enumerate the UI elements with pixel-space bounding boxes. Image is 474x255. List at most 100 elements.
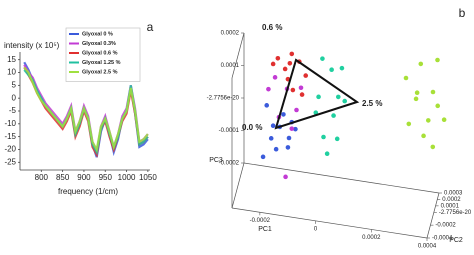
x-tick-label: 0 bbox=[314, 226, 318, 232]
y-tick-label: 0.0003 bbox=[444, 191, 463, 197]
point bbox=[320, 56, 325, 61]
z-tick-label: 0.0002 bbox=[221, 31, 240, 37]
point bbox=[289, 126, 295, 131]
point bbox=[266, 86, 271, 92]
point bbox=[289, 51, 295, 57]
point bbox=[290, 87, 296, 93]
point bbox=[316, 94, 321, 100]
point bbox=[283, 174, 288, 180]
z-tick-label: -0.0002 bbox=[219, 161, 240, 167]
y-tick-label: 5 bbox=[12, 80, 17, 89]
y-tick-label: 0.0001 bbox=[441, 203, 460, 209]
y-axis-label: PC2 bbox=[449, 237, 463, 244]
x-tick-label: 900 bbox=[77, 173, 91, 182]
point bbox=[430, 144, 436, 150]
point bbox=[270, 61, 276, 67]
point bbox=[406, 121, 412, 127]
y-tick-label: -15 bbox=[4, 132, 16, 141]
point bbox=[441, 117, 447, 123]
floor-edge bbox=[426, 192, 440, 239]
point bbox=[285, 145, 291, 150]
legend-label: Glyoxal 1.25 % bbox=[82, 60, 121, 66]
z-tick-label: -2.7756e-20 bbox=[207, 96, 240, 102]
point bbox=[324, 151, 330, 157]
panel-label: b bbox=[459, 6, 466, 20]
point bbox=[339, 65, 345, 71]
y-tick-label: -25 bbox=[4, 157, 16, 166]
point bbox=[270, 123, 276, 129]
legend-label: Glyoxal 0.6 % bbox=[82, 50, 118, 56]
floor-edge bbox=[231, 207, 428, 239]
point bbox=[331, 113, 336, 118]
triangle bbox=[274, 58, 360, 130]
x-tick-label: 1000 bbox=[118, 173, 136, 182]
point bbox=[294, 107, 299, 113]
point bbox=[418, 61, 424, 67]
annotation: 0.0 % bbox=[242, 123, 262, 132]
x-tick-label: -0.0002 bbox=[250, 218, 271, 224]
point bbox=[421, 133, 426, 139]
y-tick-label: 15 bbox=[7, 55, 16, 64]
legend-label: Glyoxal 2.5 % bbox=[82, 69, 118, 75]
point bbox=[273, 146, 279, 152]
y-tick-label: -0.0002 bbox=[435, 223, 456, 229]
annotation: 2.5 % bbox=[362, 99, 382, 108]
y-tick-label: -20 bbox=[4, 145, 16, 154]
y-tick-label: 0 bbox=[12, 93, 17, 102]
point bbox=[329, 67, 334, 73]
x-tick-label: 950 bbox=[99, 173, 113, 182]
point bbox=[425, 118, 431, 123]
point bbox=[403, 75, 409, 81]
x-axis-label: PC1 bbox=[258, 226, 272, 233]
y-tick-label: -0.0004 bbox=[432, 236, 453, 242]
point bbox=[264, 103, 270, 108]
y-tick-label: -10 bbox=[4, 119, 16, 128]
point bbox=[435, 57, 440, 63]
point bbox=[435, 103, 441, 109]
point bbox=[414, 90, 420, 96]
y-axis-label: intensity (x 10⁵) bbox=[4, 41, 60, 50]
point bbox=[282, 66, 288, 72]
point bbox=[298, 85, 304, 91]
point bbox=[299, 92, 305, 97]
x-tick-label: 0.0004 bbox=[418, 244, 437, 250]
x-tick-label: 1050 bbox=[139, 173, 157, 182]
panel-label: a bbox=[147, 20, 154, 34]
wall-edge bbox=[231, 32, 245, 79]
z-axis-label: PC3 bbox=[209, 157, 223, 164]
z-tick-label: 0.0001 bbox=[221, 63, 240, 69]
point bbox=[413, 96, 419, 102]
point bbox=[281, 112, 286, 117]
point bbox=[272, 75, 278, 80]
annotation: 0.6 % bbox=[262, 23, 282, 32]
y-tick-label: -5 bbox=[9, 106, 17, 115]
point bbox=[321, 134, 326, 140]
y-tick-label: -2.7756e-20 bbox=[439, 210, 472, 216]
point bbox=[342, 98, 348, 104]
point bbox=[287, 60, 293, 66]
point bbox=[334, 136, 340, 142]
point bbox=[303, 73, 309, 78]
spectrum-line bbox=[23, 66, 149, 153]
legend-label: Glyoxal 0 % bbox=[82, 31, 113, 37]
y-tick-label: 0.0002 bbox=[442, 197, 461, 203]
floor-edge bbox=[231, 162, 245, 209]
point bbox=[275, 55, 281, 61]
y-tick-label: 10 bbox=[7, 68, 16, 77]
point bbox=[293, 126, 298, 132]
z-tick-label: -0.0001 bbox=[219, 128, 240, 134]
point bbox=[286, 135, 292, 141]
x-tick-label: 0.0002 bbox=[362, 235, 381, 241]
point bbox=[335, 94, 341, 100]
legend-label: Glyoxal 0.3% bbox=[82, 41, 116, 47]
point bbox=[430, 89, 436, 95]
point bbox=[260, 154, 266, 160]
floor-edge bbox=[243, 162, 440, 194]
x-tick-label: 800 bbox=[35, 173, 49, 182]
scatter3d-panel: -0.0002 0 0.0002 0.0004 -0.0004 -0.0002 -2.775… bbox=[207, 31, 472, 250]
point bbox=[268, 136, 274, 141]
x-axis-label: frequency (1/cm) bbox=[58, 187, 118, 196]
x-tick-label: 850 bbox=[56, 173, 70, 182]
